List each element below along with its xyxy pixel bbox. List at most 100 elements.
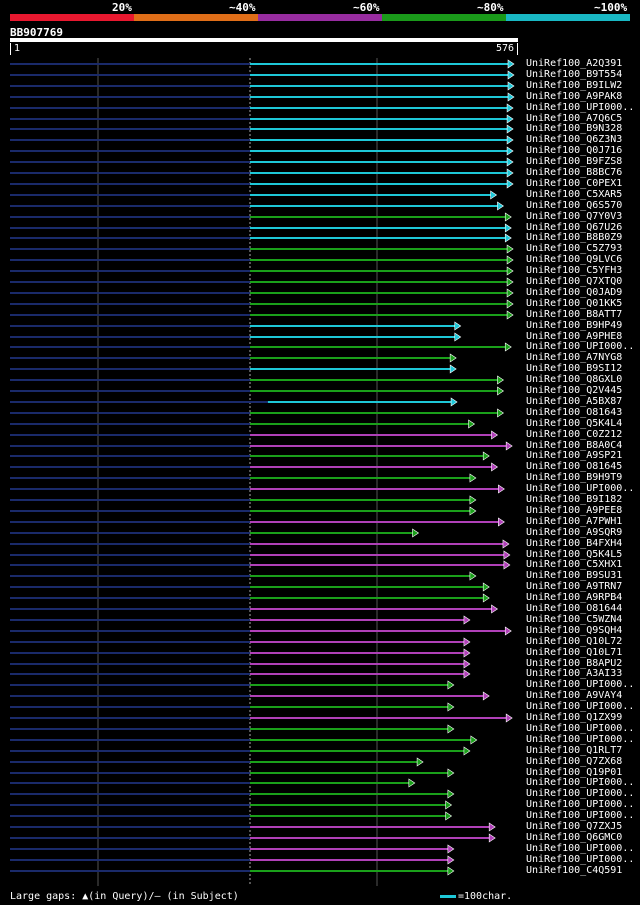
hit-arrowhead xyxy=(503,560,511,570)
hit-label[interactable]: UniRef100_A3AI33 xyxy=(526,668,623,679)
hit-label[interactable]: UniRef100_A9SQR9 xyxy=(526,527,623,538)
hit-label[interactable]: UniRef100_Q0JAD9 xyxy=(526,287,623,298)
hit-label[interactable]: UniRef100_Q2V445 xyxy=(526,385,623,396)
hit-label[interactable]: UniRef100_UPI000.. xyxy=(526,854,635,865)
hit-label[interactable]: UniRef100_Q5K4L4 xyxy=(526,418,623,429)
hit-label[interactable]: UniRef100_Q8GXL0 xyxy=(526,374,623,385)
hit-label[interactable]: UniRef100_A5BX87 xyxy=(526,396,623,407)
hit-label[interactable]: UniRef100_B8BC76 xyxy=(526,167,623,178)
hit-arrowhead xyxy=(447,789,455,799)
hit-label[interactable]: UniRef100_UPI000.. xyxy=(526,788,635,799)
hit-label[interactable]: UniRef100_UPI000.. xyxy=(526,810,635,821)
hit-label[interactable]: UniRef100_Q01KK5 xyxy=(526,298,623,309)
hit-label[interactable]: UniRef100_UPI000.. xyxy=(526,723,635,734)
hit-arrowhead xyxy=(506,277,514,287)
hit-label[interactable]: UniRef100_C0Z212 xyxy=(526,429,623,440)
hit-label[interactable]: UniRef100_B9H9T9 xyxy=(526,472,623,483)
hit-label[interactable]: UniRef100_A7PWH1 xyxy=(526,516,623,527)
hit-label[interactable]: UniRef100_Q9SQH4 xyxy=(526,625,623,636)
hit-arrowhead xyxy=(506,103,514,113)
hit-label[interactable]: UniRef100_A9TRN7 xyxy=(526,581,623,592)
hit-label[interactable]: UniRef100_Q7ZXJ5 xyxy=(526,821,623,832)
hit-label[interactable]: UniRef100_A9SP21 xyxy=(526,450,623,461)
hit-label[interactable]: UniRef100_C0PEX1 xyxy=(526,178,623,189)
hit-label[interactable]: UniRef100_A9PEE8 xyxy=(526,505,623,516)
hit-label[interactable]: UniRef100_O81644 xyxy=(526,603,623,614)
hit-label[interactable]: UniRef100_Q9LVC6 xyxy=(526,254,623,265)
hit-label[interactable]: UniRef100_Q7Y0V3 xyxy=(526,211,623,222)
hit-arrowhead xyxy=(506,135,514,145)
hit-label[interactable]: UniRef100_C5XHX1 xyxy=(526,559,623,570)
hit-arrowhead xyxy=(497,408,504,418)
hit-label[interactable]: UniRef100_Q7XTQ0 xyxy=(526,276,623,287)
hit-label[interactable]: UniRef100_B9T554 xyxy=(526,69,623,80)
hit-label[interactable]: UniRef100_B8A0C4 xyxy=(526,440,623,451)
hit-label[interactable]: UniRef100_Q0J716 xyxy=(526,145,623,156)
hit-label[interactable]: UniRef100_UPI000.. xyxy=(526,799,635,810)
hit-label[interactable]: UniRef100_B9N328 xyxy=(526,123,623,134)
hit-label[interactable]: UniRef100_Q6S570 xyxy=(526,200,623,211)
hit-label[interactable]: UniRef100_A9VAY4 xyxy=(526,690,623,701)
hit-label[interactable]: UniRef100_Q7ZX68 xyxy=(526,756,623,767)
hit-label[interactable]: UniRef100_B8B0Z9 xyxy=(526,232,623,243)
hit-label[interactable]: UniRef100_C4Q591 xyxy=(526,865,623,876)
hit-label[interactable]: UniRef100_A7NYG8 xyxy=(526,352,623,363)
legend-bar-60 xyxy=(258,14,382,21)
hit-label[interactable]: UniRef100_C5Z793 xyxy=(526,243,623,254)
hit-label[interactable]: UniRef100_UPI000.. xyxy=(526,341,635,352)
hit-arrowhead xyxy=(507,92,515,102)
hit-arrowhead xyxy=(506,255,514,265)
hit-arrowhead xyxy=(506,299,514,309)
hit-arrowhead xyxy=(507,70,515,80)
hit-label[interactable]: UniRef100_UPI000.. xyxy=(526,734,635,745)
hit-label[interactable]: UniRef100_B8APU2 xyxy=(526,658,623,669)
hit-label[interactable]: UniRef100_UPI000.. xyxy=(526,679,635,690)
hit-label[interactable]: UniRef100_Q5K4L5 xyxy=(526,549,623,560)
hit-label[interactable]: UniRef100_O81645 xyxy=(526,461,623,472)
hit-label[interactable]: UniRef100_B9SI12 xyxy=(526,363,623,374)
hit-label[interactable]: UniRef100_Q10L72 xyxy=(526,636,623,647)
hit-label[interactable]: UniRef100_C5WZN4 xyxy=(526,614,623,625)
hit-label[interactable]: UniRef100_B8ATT7 xyxy=(526,309,623,320)
scale-text: =100char. xyxy=(458,891,513,902)
hit-label[interactable]: UniRef100_A7Q6C5 xyxy=(526,113,623,124)
hit-arrowhead xyxy=(506,146,514,156)
hit-label[interactable]: UniRef100_B4FXH4 xyxy=(526,538,623,549)
hit-arrowhead xyxy=(482,593,490,603)
hit-label[interactable]: UniRef100_UPI000.. xyxy=(526,843,635,854)
hit-label[interactable]: UniRef100_Q6GMC0 xyxy=(526,832,623,843)
hit-arrowhead xyxy=(507,59,515,69)
hit-label[interactable]: UniRef100_O81643 xyxy=(526,407,623,418)
hit-label[interactable]: UniRef100_B9HP49 xyxy=(526,320,623,331)
hit-arrowhead xyxy=(469,506,477,516)
hit-label[interactable]: UniRef100_B9I182 xyxy=(526,494,623,505)
hit-arrowhead xyxy=(469,571,477,581)
hit-label[interactable]: UniRef100_Q19P01 xyxy=(526,767,623,778)
hit-label[interactable]: UniRef100_UPI000.. xyxy=(526,483,635,494)
hit-arrowhead xyxy=(416,757,424,767)
hit-label[interactable]: UniRef100_B9FZS8 xyxy=(526,156,623,167)
hit-label[interactable]: UniRef100_C5XAR5 xyxy=(526,189,623,200)
hit-label[interactable]: UniRef100_Q6Z3N3 xyxy=(526,134,623,145)
hit-arrowhead xyxy=(504,342,512,352)
hit-arrowhead xyxy=(445,811,453,821)
hit-label[interactable]: UniRef100_B9ILW2 xyxy=(526,80,623,91)
hit-label[interactable]: UniRef100_Q1ZX99 xyxy=(526,712,623,723)
hit-label[interactable]: UniRef100_UPI000.. xyxy=(526,102,635,113)
hit-label[interactable]: UniRef100_Q10L71 xyxy=(526,647,623,658)
hit-label[interactable]: UniRef100_B9SU31 xyxy=(526,570,623,581)
hit-arrowhead xyxy=(506,168,514,178)
hit-arrowhead xyxy=(506,114,514,124)
ruler-end-tick xyxy=(517,43,518,55)
legend-label-20: 20% xyxy=(112,1,132,14)
hit-label[interactable]: UniRef100_A9RPB4 xyxy=(526,592,623,603)
hit-label[interactable]: UniRef100_Q67U26 xyxy=(526,222,623,233)
hit-arrowhead xyxy=(463,648,471,658)
hit-label[interactable]: UniRef100_A9PAK8 xyxy=(526,91,623,102)
hit-label[interactable]: UniRef100_C5YFH3 xyxy=(526,265,623,276)
hit-label[interactable]: UniRef100_UPI000.. xyxy=(526,777,635,788)
hit-label[interactable]: UniRef100_UPI000.. xyxy=(526,701,635,712)
hit-label[interactable]: UniRef100_Q1RLT7 xyxy=(526,745,623,756)
hit-label[interactable]: UniRef100_A2Q391 xyxy=(526,58,623,69)
hit-label[interactable]: UniRef100_A9PHE8 xyxy=(526,331,623,342)
